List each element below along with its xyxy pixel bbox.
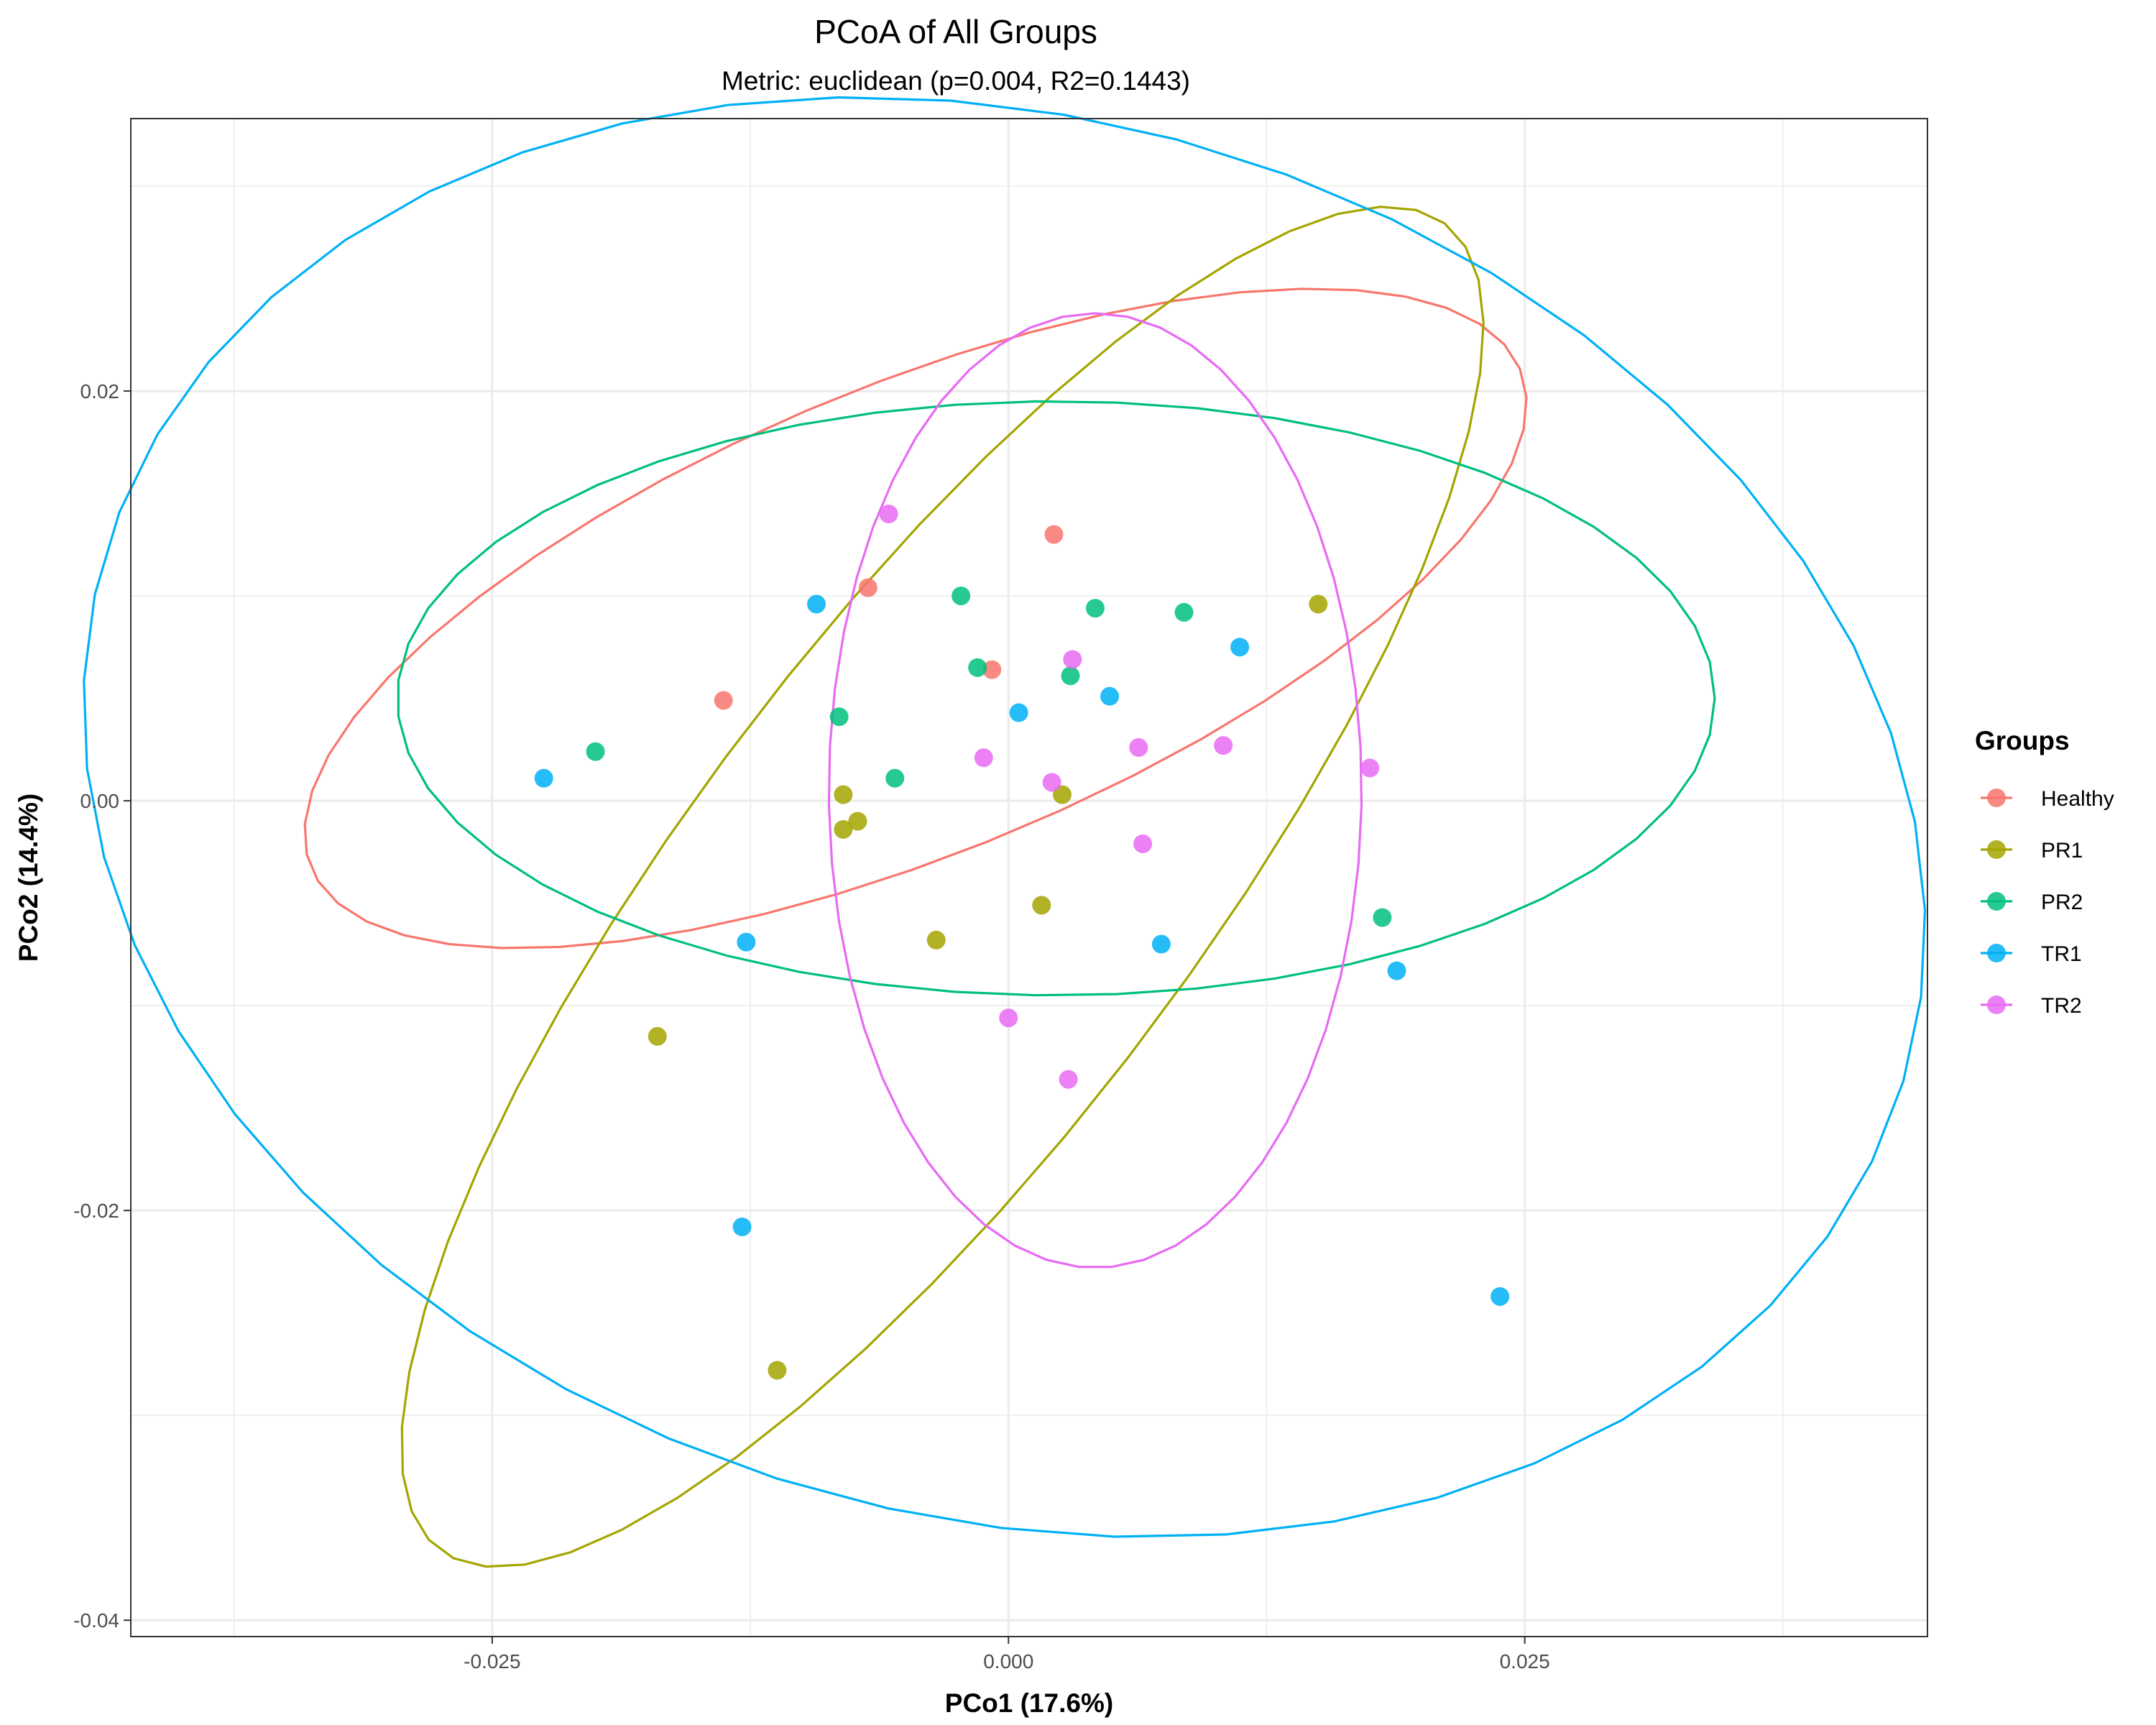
ellipse-healthy: [303, 288, 1528, 949]
y-axis-title: PCo2 (14.4%): [14, 794, 43, 962]
point-tr1: [732, 1217, 752, 1236]
point-tr2: [1042, 773, 1061, 792]
legend-label: TR1: [2041, 942, 2082, 966]
x-axis-ticks: -0.025 0.000 0.025: [464, 1637, 1550, 1673]
point-pr2: [586, 742, 605, 761]
point-tr2: [879, 505, 898, 524]
ellipse-pr2: [397, 400, 1716, 997]
legend-item-tr2: TR2: [1981, 994, 2082, 1018]
point-tr2: [974, 748, 993, 768]
point-pr2: [829, 707, 849, 727]
plot-panel: [83, 96, 1928, 1637]
legend-label: PR1: [2041, 839, 2083, 862]
x-tick-label: 0.025: [1500, 1650, 1550, 1673]
legend-swatch: [1987, 892, 2006, 911]
point-tr1: [534, 768, 553, 788]
point-pr1: [848, 811, 867, 831]
point-pr1: [926, 930, 946, 949]
legend-label: Healthy: [2041, 787, 2114, 811]
ellipse-tr2: [827, 312, 1363, 1269]
legend-label: PR2: [2041, 891, 2083, 914]
legend-item-tr1: TR1: [1981, 942, 2082, 966]
y-tick-label: -0.04: [73, 1609, 119, 1632]
point-tr2: [1059, 1070, 1078, 1089]
point-tr2: [999, 1008, 1018, 1028]
legend: Groups Healthy PR1 PR2 TR1 TR2: [1975, 726, 2114, 1018]
ellipse-tr1: [83, 96, 1927, 1538]
legend-item-healthy: Healthy: [1981, 787, 2114, 811]
point-pr1: [1309, 594, 1328, 614]
legend-label: TR2: [2041, 994, 2082, 1018]
point-pr2: [968, 658, 987, 677]
point-healthy: [1044, 525, 1064, 544]
point-tr2: [1214, 736, 1233, 755]
point-tr2: [1063, 650, 1082, 669]
point-tr1: [1009, 703, 1028, 722]
point-pr2: [885, 768, 905, 788]
point-tr1: [1100, 686, 1120, 706]
point-tr2: [1129, 738, 1148, 758]
point-pr2: [1373, 908, 1392, 927]
point-pr2: [1174, 602, 1194, 622]
point-healthy: [982, 660, 1002, 679]
chart-title: PCoA of All Groups: [814, 13, 1097, 50]
point-pr1: [834, 820, 853, 840]
point-pr1: [768, 1361, 787, 1380]
point-healthy: [858, 578, 877, 597]
x-tick-label: 0.000: [983, 1650, 1033, 1673]
point-tr1: [1151, 934, 1171, 954]
point-pr1: [1052, 785, 1072, 804]
point-tr1: [807, 594, 826, 614]
x-axis-title: PCo1 (17.6%): [945, 1688, 1113, 1718]
legend-swatch: [1987, 788, 2006, 807]
point-pr1: [648, 1026, 667, 1046]
grid-lines: [131, 119, 1927, 1637]
point-tr1: [1387, 961, 1406, 980]
legend-swatch: [1987, 995, 2006, 1014]
y-tick-label: -0.02: [73, 1200, 119, 1222]
point-pr2: [952, 586, 971, 606]
point-tr2: [1360, 758, 1380, 778]
point-pr1: [834, 785, 853, 804]
plot-border: [130, 118, 1928, 1637]
point-tr1: [1230, 638, 1250, 657]
point-pr2: [1061, 666, 1080, 686]
y-tick-label: 0.02: [80, 380, 120, 402]
y-axis-ticks: -0.04 -0.02 0.00 0.02: [73, 380, 131, 1632]
point-pr1: [1032, 896, 1051, 915]
confidence-ellipses: [83, 96, 1927, 1568]
point-tr2: [1133, 834, 1153, 853]
chart-subtitle: Metric: euclidean (p=0.004, R2=0.1443): [722, 66, 1190, 96]
point-healthy: [714, 691, 733, 710]
data-points: [534, 505, 1510, 1380]
legend-swatch: [1987, 944, 2006, 962]
plot-background: [131, 119, 1927, 1637]
legend-item-pr1: PR1: [1981, 839, 2083, 862]
legend-swatch: [1987, 840, 2006, 859]
point-tr1: [737, 932, 756, 952]
ellipse-pr1: [400, 206, 1485, 1568]
point-tr1: [1491, 1287, 1510, 1306]
x-tick-label: -0.025: [464, 1650, 520, 1673]
legend-item-pr2: PR2: [1981, 891, 2083, 914]
legend-title: Groups: [1975, 726, 2070, 755]
point-pr2: [1085, 599, 1105, 618]
y-tick-label: 0.00: [80, 790, 120, 812]
